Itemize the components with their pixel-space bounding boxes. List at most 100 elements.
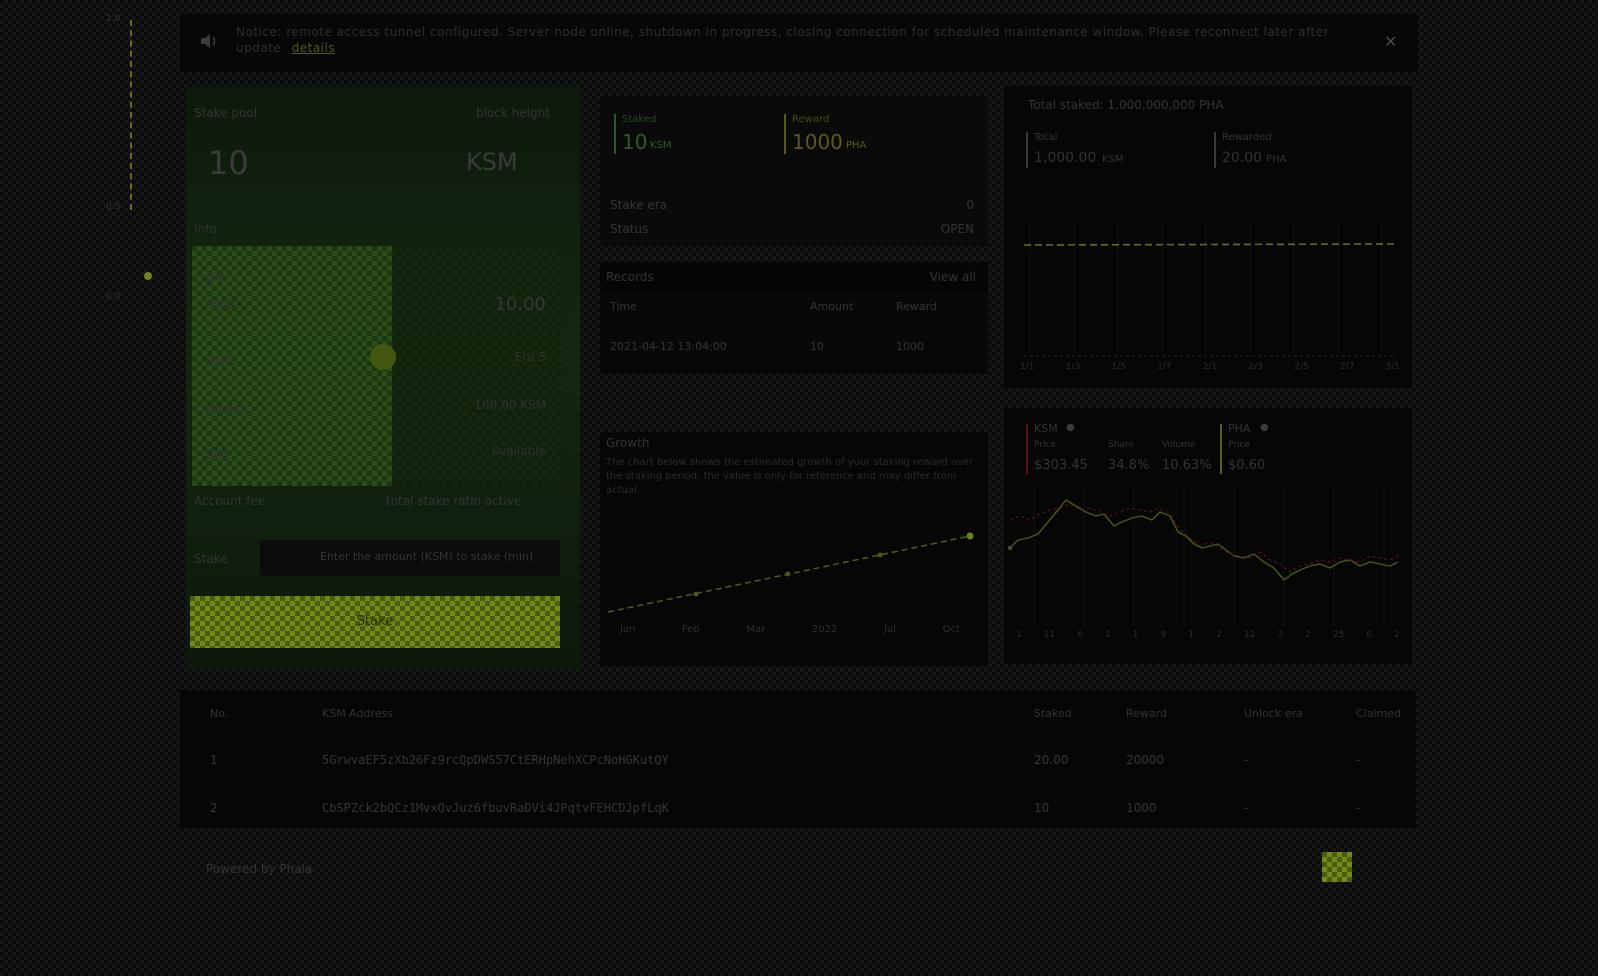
- growth-point: [966, 532, 974, 540]
- row-reward: 1000: [1126, 801, 1157, 815]
- total-staked-line: [1023, 243, 1397, 246]
- growth-point: [877, 552, 883, 558]
- total-x-label: 1/3: [1065, 362, 1081, 372]
- info-row: End Available: [206, 444, 546, 463]
- growth-x-label: Mar: [746, 624, 766, 635]
- info-row-value: 10.00: [494, 294, 546, 315]
- stake-era-label: Stake era: [610, 198, 668, 212]
- footer-text: Powered by Phala: [206, 862, 313, 876]
- info-row-label: Total: [206, 298, 235, 312]
- col-header: Staked: [1034, 706, 1072, 720]
- stake-button[interactable]: Stake: [190, 596, 560, 648]
- price-x-label: 9: [1160, 630, 1167, 640]
- price-chart: [1008, 486, 1399, 626]
- row-staked: 20.00: [1034, 753, 1069, 767]
- price-x-label: 6: [1077, 630, 1083, 640]
- col-header: KSM Address: [322, 706, 393, 720]
- ksm-info-icon[interactable]: ●: [1066, 422, 1075, 433]
- row-staked: 10: [1034, 801, 1050, 815]
- scale-marker-icon[interactable]: [144, 272, 152, 280]
- table-row[interactable]: 1 5GrwvaEF5zXb26Fz9rcQpDWS57CtERHpNehXCP…: [180, 736, 1416, 784]
- records-card: Records View all Time Amount Reward 2021…: [600, 262, 988, 374]
- row-claimed: -: [1356, 801, 1361, 815]
- ksm-price-line: [1009, 503, 1399, 573]
- stake-panel-title: Stake pool: [194, 106, 258, 120]
- total-value: 1,000.00: [1034, 150, 1097, 166]
- stake-amount: 10: [208, 144, 249, 182]
- price-x-label: 1: [1132, 630, 1139, 640]
- status-label: Status: [610, 222, 649, 236]
- row-address: 5GrwvaEF5zXb26Fz9rcQpDWS57CtERHpNehXCPcN…: [322, 753, 669, 767]
- close-icon[interactable]: ✕: [1384, 32, 1398, 51]
- view-all-link[interactable]: View all: [929, 270, 976, 284]
- pha-price: $0.60: [1228, 458, 1266, 473]
- price-x-label: 25: [1332, 630, 1345, 640]
- total-unit: KSM: [1102, 154, 1124, 165]
- status-value: OPEN: [940, 222, 974, 236]
- row-unlock: -: [1244, 753, 1249, 767]
- fee-value: total stake ratio active: [386, 494, 522, 508]
- fee-label: Account fee: [194, 494, 266, 508]
- stake-input-placeholder: Enter the amount (KSM) to stake (min): [320, 550, 534, 563]
- ksm-col-volume: Volume: [1162, 440, 1196, 450]
- row-address: CbSPZck2bQCz1MvxQvJuz6fbuvRaDVi4JPqtvFEH…: [322, 801, 669, 815]
- staked-label: Staked: [622, 114, 657, 125]
- price-x-label: 2: [1305, 630, 1311, 640]
- rewarded-label: Rewarded: [1222, 132, 1272, 143]
- info-row: Bound 100.00 KSM: [206, 398, 546, 417]
- table-row[interactable]: 2 CbSPZck2bQCz1MvxQvJuz6fbuvRaDVi4JPqtvF…: [180, 784, 1416, 832]
- logo-icon[interactable]: [1322, 852, 1352, 882]
- stake-panel: Stake pool block height 10 KSM Info Era …: [186, 86, 580, 670]
- col-header: Claimed: [1356, 706, 1401, 720]
- ksm-price: $303.45: [1034, 458, 1088, 473]
- total-x-label: 2/1: [1202, 362, 1218, 372]
- total-label: Total: [1034, 132, 1058, 143]
- pha-info-icon[interactable]: ●: [1260, 422, 1269, 433]
- notice-link[interactable]: details: [291, 41, 336, 55]
- row-index: 1: [210, 753, 218, 767]
- info-row-label: Era: [206, 270, 226, 284]
- total-x-label: 1/1: [1020, 362, 1035, 372]
- info-row-value: Era 5: [514, 350, 546, 364]
- price-x-label: 1: [1188, 630, 1195, 640]
- growth-x-label: Feb: [682, 624, 700, 635]
- row-claimed: -: [1356, 753, 1361, 767]
- growth-chart: [607, 532, 974, 613]
- scale-line: [130, 20, 134, 210]
- stake-input[interactable]: Enter the amount (KSM) to stake (min): [260, 540, 560, 576]
- stake-input-label: Stake: [194, 552, 228, 566]
- records-row-time: 2021-04-12 13:04:00: [610, 340, 727, 353]
- speaker-icon: [198, 30, 220, 52]
- ksm-col-share: Share: [1108, 440, 1134, 450]
- total-x-label: 2/5: [1294, 362, 1309, 372]
- price-x-label: 2: [1394, 630, 1400, 640]
- growth-x-label: Jan: [620, 624, 636, 635]
- records-header-time: Time: [610, 300, 637, 313]
- price-x-label: 2: [1216, 630, 1222, 640]
- growth-x-label: Jul: [883, 624, 897, 635]
- row-reward: 20000: [1126, 753, 1165, 767]
- stats-card: Staked 10 KSM Reward 1000 PHA Stake era …: [600, 96, 988, 246]
- growth-x-label: Oct: [942, 624, 960, 635]
- records-row-amount: 10: [810, 340, 824, 353]
- scale-bottom-label: 0.0: [106, 292, 121, 302]
- scale-top-label: 1.0: [106, 14, 121, 24]
- info-row-value: 100.00 KSM: [474, 398, 546, 412]
- pha-name: PHA: [1228, 422, 1251, 435]
- notice-text: Notice: remote access tunnel configured.…: [236, 25, 1330, 55]
- growth-x-label: 2022: [811, 624, 838, 635]
- total-staked-card: Total staked: 1,000,000,000 PHA Total 1,…: [1004, 86, 1412, 388]
- info-row-label: End: [206, 448, 229, 462]
- scale-mid-label: 0.5: [106, 202, 121, 212]
- pha-col-price: Price: [1228, 440, 1250, 450]
- info-row-label: Start: [206, 354, 236, 368]
- col-header: Reward: [1126, 706, 1167, 720]
- table-header-row: No. KSM Address Staked Reward Unlock era…: [180, 690, 1416, 736]
- total-x-label: 1/7: [1157, 362, 1172, 372]
- row-unlock: -: [1244, 801, 1249, 815]
- records-header-amount: Amount: [810, 300, 854, 313]
- total-x-label: 3/1: [1385, 362, 1400, 372]
- side-scale: 1.0 0.5 0.0: [104, 14, 152, 304]
- stake-unit: KSM: [466, 148, 518, 176]
- stake-button-label: Stake: [356, 614, 394, 629]
